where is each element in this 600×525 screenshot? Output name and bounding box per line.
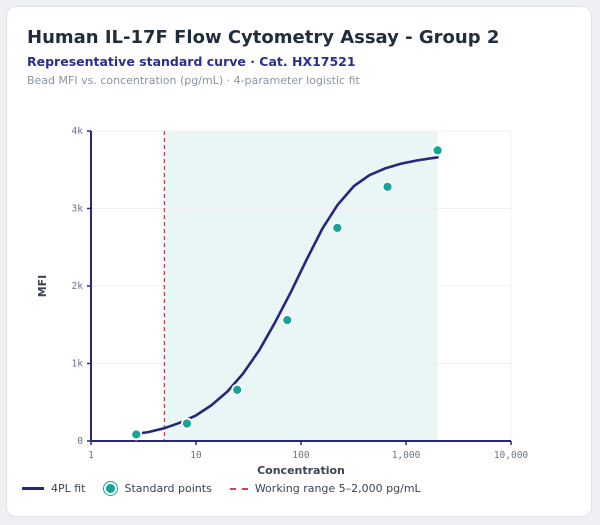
x-tick-label: 10,000 <box>494 450 529 461</box>
standard-point <box>381 180 394 193</box>
x-axis-label: Concentration <box>257 464 345 477</box>
legend-item-points: Standard points <box>103 482 212 495</box>
dot-swatch-icon <box>103 482 117 495</box>
y-tick-label: 3k <box>72 204 84 215</box>
dashed-line-swatch-icon <box>229 487 248 490</box>
standard-point <box>130 428 143 441</box>
y-tick-label: 2k <box>72 281 84 292</box>
line-swatch-icon <box>22 487 44 490</box>
y-tick-label: 4k <box>72 126 84 137</box>
standard-point <box>431 144 444 157</box>
legend-item-fit: 4PL fit <box>22 482 86 495</box>
chart-legend: 4PL fit Standard points Working range 5–… <box>22 482 439 495</box>
x-tick-label: 10 <box>190 450 202 461</box>
legend-points-label: Standard points <box>124 482 212 495</box>
standard-point <box>331 221 344 234</box>
legend-fit-label: 4PL fit <box>51 482 86 495</box>
chart-subtitle: Representative standard curve · Cat. HX1… <box>27 54 356 69</box>
y-axis-label: MFI <box>36 275 49 298</box>
y-tick-label: 0 <box>77 436 83 447</box>
x-tick-label: 1 <box>88 450 94 461</box>
legend-range-label: Working range 5–2,000 pg/mL <box>254 482 421 495</box>
chart-title: Human IL-17F Flow Cytometry Assay - Grou… <box>27 27 500 48</box>
standard-point <box>231 383 244 396</box>
legend-item-range: Working range 5–2,000 pg/mL <box>229 482 421 495</box>
x-tick-label: 100 <box>292 450 309 461</box>
standard-point <box>281 314 294 327</box>
chart-note: Bead MFI vs. concentration (pg/mL) · 4-p… <box>27 74 360 87</box>
y-tick-label: 1k <box>72 359 84 370</box>
standard-point <box>181 417 193 430</box>
x-tick-label: 1,000 <box>392 450 421 461</box>
